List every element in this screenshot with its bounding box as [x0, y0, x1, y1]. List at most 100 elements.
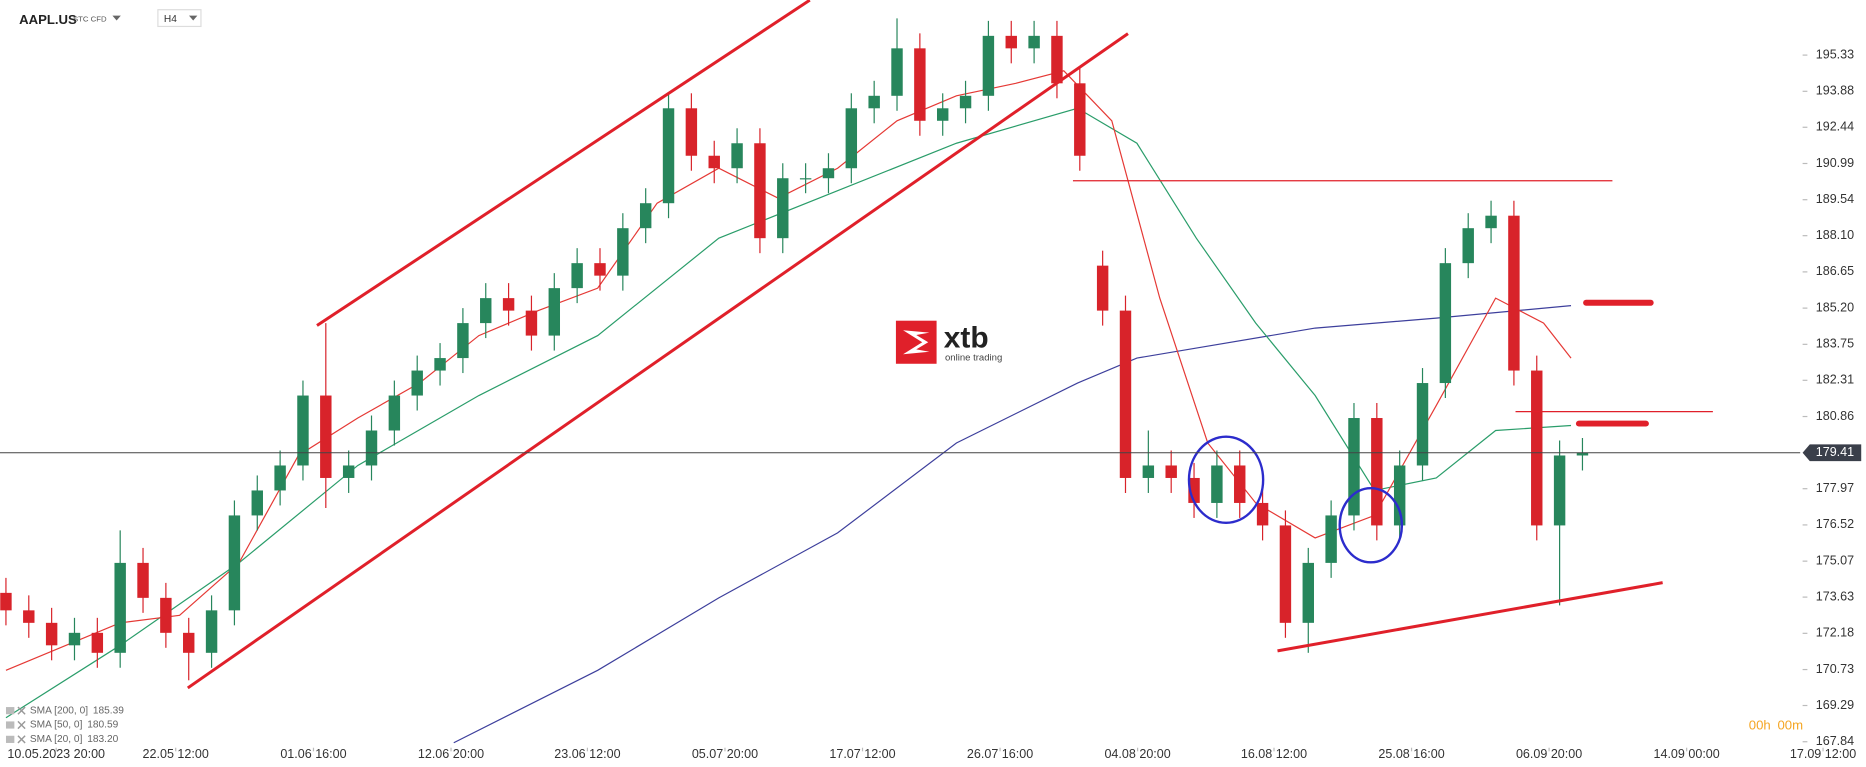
y-tick-label: 192.44 [1816, 120, 1854, 134]
candle-body [160, 597, 172, 633]
x-tick-label: 14.09 00:00 [1653, 747, 1719, 761]
candle-body [502, 298, 515, 311]
y-tick-label: 173.63 [1816, 589, 1854, 603]
dropdown-arrow[interactable] [188, 15, 198, 21]
candle-body [754, 143, 766, 239]
y-tick-label: 190.99 [1816, 156, 1854, 170]
candle-body [617, 228, 629, 276]
y-tick-label: 183.75 [1816, 337, 1854, 351]
candle-body [1348, 418, 1360, 516]
legend-value: 185.39 [93, 705, 124, 716]
candle-body [297, 395, 309, 466]
x-tick-label: 12.06 20:00 [418, 747, 484, 761]
legend-value: 183.20 [87, 734, 118, 745]
candle-body [1302, 562, 1314, 623]
candle-body [1325, 515, 1337, 563]
candle-body [1188, 477, 1200, 503]
dropdown-arrow[interactable] [112, 15, 121, 21]
candle-body [571, 263, 583, 289]
candle-body [731, 143, 743, 169]
candle-body [525, 310, 538, 336]
candle-body [480, 298, 492, 324]
y-tick-label: 172.18 [1816, 626, 1854, 640]
last-price-tag [1802, 444, 1862, 462]
legend-name: SMA [50, 0] [30, 720, 83, 731]
candle-body [183, 632, 195, 653]
candle-body [868, 95, 880, 109]
x-tick-label: 06.09 20:00 [1516, 747, 1582, 761]
candle-body [205, 610, 218, 653]
candle-body [1005, 35, 1017, 49]
last-price-label: 179.41 [1816, 445, 1854, 459]
x-tick-label: 17.09 12:00 [1790, 747, 1856, 761]
candle-body [274, 465, 286, 491]
candle-body [388, 395, 401, 431]
annotations [186, 0, 1713, 690]
x-tick-label: 17.07 12:00 [829, 747, 895, 761]
logo-tagline: online trading [945, 352, 1002, 363]
timer-hours: 00h [1749, 718, 1771, 733]
x-tick-label: 25.08 16:00 [1378, 747, 1444, 761]
y-tick-label: 177.97 [1816, 481, 1854, 495]
highlight-circle [1338, 486, 1404, 564]
legend-value: 180.59 [87, 720, 118, 731]
candle-body [68, 632, 81, 646]
x-tick-label: 23.06 12:00 [554, 747, 620, 761]
candle-body [777, 178, 789, 239]
x-tick-label: 16.08 12:00 [1241, 747, 1307, 761]
candle-body [1416, 383, 1429, 466]
candle-body [685, 108, 698, 156]
candle-body [1142, 465, 1155, 478]
candle-body [114, 562, 126, 653]
timeframe-box[interactable] [157, 9, 202, 28]
x-tick-label: 22.05 12:00 [143, 747, 209, 761]
candle-body [0, 592, 12, 611]
legend-icon [5, 721, 15, 729]
y-tick-label: 189.54 [1816, 192, 1854, 206]
candle-body [1279, 525, 1292, 623]
candle-body [1576, 452, 1589, 456]
candle-body [320, 395, 332, 478]
candle-body [799, 178, 812, 180]
candle-body [1553, 455, 1566, 526]
legend-close [17, 735, 26, 744]
candle-body [251, 490, 263, 516]
timeframe[interactable]: H4 [164, 14, 177, 25]
candle-body [914, 48, 926, 121]
candle-body [1234, 465, 1246, 503]
y-tick-label: 188.10 [1816, 228, 1854, 242]
highlight-circle [1187, 435, 1265, 525]
candle-body [1119, 310, 1132, 478]
y-tick-label: 180.86 [1816, 409, 1854, 423]
y-tick-label: 170.73 [1816, 662, 1854, 676]
logo-name: xtb [944, 322, 989, 355]
candle-body [594, 263, 606, 276]
candle-body [1439, 263, 1452, 384]
logo-mark [895, 320, 937, 364]
candle-body [1211, 465, 1223, 503]
candle-body [822, 168, 835, 179]
candle-body [45, 622, 58, 646]
channel-upper [316, 0, 811, 327]
candle-body [639, 203, 652, 229]
candle-body [936, 108, 949, 121]
x-tick-label: 10.05.2023 20:00 [7, 747, 105, 761]
candle-body [548, 288, 561, 336]
x-tick-label: 05.07 20:00 [692, 747, 758, 761]
sma-line [5, 107, 1572, 719]
candle-body [1165, 465, 1177, 478]
candle-body [1096, 265, 1109, 311]
candle-body [1028, 35, 1040, 49]
x-tick-label: 26.07 16:00 [967, 747, 1033, 761]
logo-x [903, 330, 930, 355]
channel-lower [186, 32, 1129, 690]
candle-body [411, 370, 423, 396]
candle-body [1051, 35, 1063, 84]
candle-body [845, 108, 858, 169]
plot-area [0, 18, 1824, 752]
candle-body [1485, 215, 1497, 229]
candle-body [23, 610, 35, 623]
symbol[interactable]: AAPL.US [19, 12, 77, 27]
candle-body [137, 562, 149, 598]
